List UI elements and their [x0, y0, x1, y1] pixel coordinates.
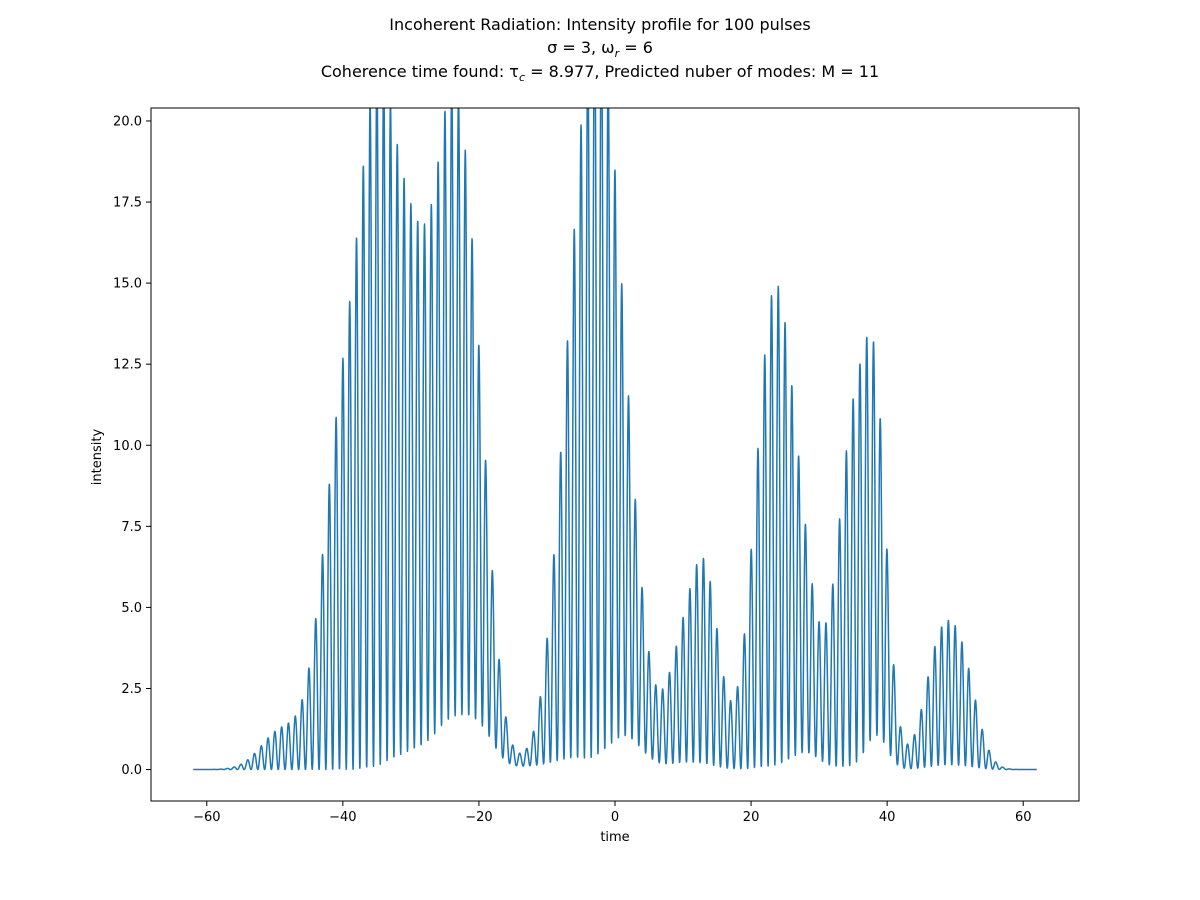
y-tick-label: 12.5 — [113, 358, 142, 373]
x-tick-label: 0 — [611, 810, 619, 825]
x-tick-label: 40 — [879, 810, 896, 825]
y-tick-label: 2.5 — [121, 682, 142, 697]
x-axis-ticks: −60 −40 −20 0 20 40 60 — [193, 801, 1031, 825]
y-tick-label: 15.0 — [113, 277, 142, 292]
y-tick-label: 7.5 — [121, 520, 142, 535]
y-tick-label: 0.0 — [121, 763, 142, 778]
title-coherence-text: Coherence time found: τ — [320, 62, 519, 81]
intensity-series-line — [192, 108, 1038, 771]
plot-layer — [192, 108, 1038, 771]
y-axis-ticks: 0.0 2.5 5.0 7.5 10.0 12.5 15.0 17.5 20.0 — [113, 114, 151, 778]
y-tick-label: 20.0 — [113, 114, 142, 129]
title-omega-subscript: r — [614, 47, 620, 61]
y-tick-label: 5.0 — [121, 601, 142, 616]
y-tick-label: 17.5 — [113, 196, 142, 211]
x-tick-label: 60 — [1015, 810, 1032, 825]
x-tick-label: −40 — [329, 810, 356, 825]
title-omega-value: = 6 — [619, 38, 653, 57]
title-modes-text: = 8.977, Predicted nuber of modes: M = 1… — [525, 62, 880, 81]
chart-title-line-2: σ = 3, ωr = 6 — [0, 38, 1200, 64]
y-axis-label: intensity — [90, 429, 105, 486]
title-tau-subscript: c — [518, 71, 525, 85]
title-sigma-omega-text: σ = 3, ω — [547, 38, 615, 57]
x-axis-label: time — [600, 830, 629, 845]
x-tick-label: −60 — [193, 810, 220, 825]
x-tick-label: −20 — [465, 810, 492, 825]
y-tick-label: 10.0 — [113, 439, 142, 454]
x-tick-label: 20 — [743, 810, 760, 825]
chart-title-line-1: Incoherent Radiation: Intensity profile … — [389, 15, 811, 34]
chart-title-line-3: Coherence time found: τc = 8.977, Predic… — [0, 62, 1200, 88]
